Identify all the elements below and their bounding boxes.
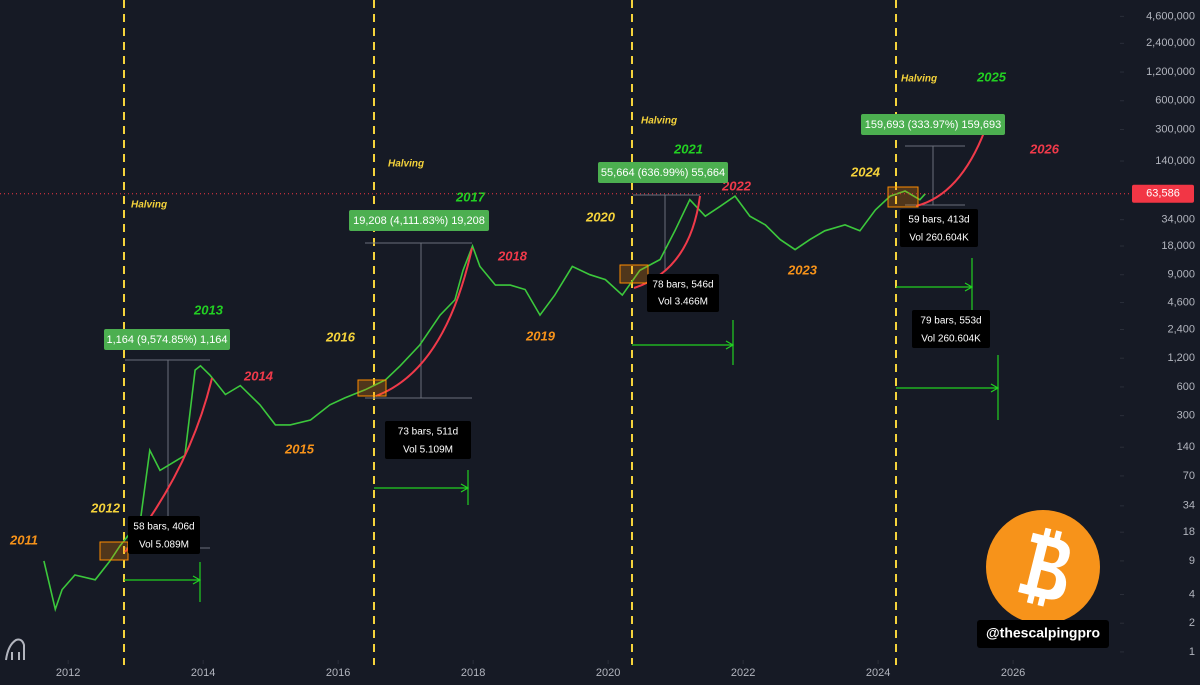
year-label: 2025 (976, 69, 1007, 84)
y-tick-label: 140 (1177, 441, 1195, 453)
y-tick-label: 1,200,000 (1146, 66, 1195, 78)
y-tick-label: 600,000 (1155, 95, 1195, 107)
y-tick-label: 9 (1189, 555, 1195, 567)
measure-label: 19,208 (4,111.83%) 19,208 (353, 215, 485, 227)
year-label: 2021 (673, 141, 703, 156)
y-tick-label: 4,600 (1167, 296, 1195, 308)
year-labels: 2011 2012 2013 2014 2015 2016 2017 2018 … (9, 69, 1060, 547)
y-tick-label: 140,000 (1155, 155, 1195, 167)
y-tick-label: 2 (1189, 617, 1195, 629)
y-tick-label: 1,200 (1167, 352, 1195, 364)
y-tick-label: 34 (1183, 500, 1195, 512)
measure-label: 55,664 (636.99%) 55,664 (601, 167, 725, 179)
halving-label: Halving (901, 74, 937, 85)
measure-label: 159,693 (333.97%) 159,693 (865, 119, 1001, 131)
halving-labels: Halving Halving Halving Halving (131, 74, 937, 211)
price-line (43, 190, 926, 613)
year-label: 2016 (325, 329, 356, 344)
handle: @thescalpingpro (986, 625, 1100, 641)
range-squares (99, 186, 919, 561)
range-vol: Vol 260.604K (921, 334, 981, 345)
x-tick-label: 2020 (596, 667, 620, 679)
year-label: 2023 (787, 262, 818, 277)
x-tick-label: 2024 (866, 667, 890, 679)
y-tick-label: 18,000 (1161, 240, 1195, 252)
year-label: 2014 (243, 368, 274, 383)
y-tick-label: 2,400,000 (1146, 37, 1195, 49)
y-tick-label: 70 (1183, 470, 1195, 482)
x-tick-label: 2022 (731, 667, 755, 679)
last-price-box (1132, 184, 1194, 203)
y-tick-label: 4 (1189, 588, 1195, 600)
range-arrows (124, 258, 1000, 602)
year-label: 2018 (497, 248, 528, 263)
range-vol: Vol 5.089M (139, 540, 189, 551)
year-label: 2012 (90, 500, 121, 515)
range-bars: 73 bars, 511d (398, 427, 458, 438)
y-tick-label: 600 (1177, 381, 1195, 393)
range-vol: Vol 5.109M (403, 445, 453, 456)
year-label: 2024 (850, 164, 881, 179)
halving-label: Halving (641, 116, 677, 127)
range-vol: Vol 3.466M (658, 297, 708, 308)
range-bars: 59 bars, 413d (908, 215, 969, 226)
y-tick-label: 34,000 (1161, 214, 1195, 226)
x-tick-label: 2016 (326, 667, 350, 679)
plot (43, 190, 926, 613)
x-tick-label: 2014 (191, 667, 215, 679)
year-label: 2015 (284, 441, 315, 456)
range-bars: 78 bars, 546d (652, 280, 713, 291)
year-label: 2020 (585, 209, 616, 224)
x-tick-label: 2012 (56, 667, 80, 679)
tv-logo (5, 638, 25, 661)
year-label: 2013 (193, 302, 224, 317)
y-tick-label: 300,000 (1155, 123, 1195, 135)
range-info: 58 bars, 406d Vol 5.089M 73 bars, 511d V… (128, 209, 990, 554)
year-label: 2022 (721, 178, 752, 193)
range-vol: Vol 260.604K (909, 233, 969, 244)
measure-label: 1,164 (9,574.85%) 1,164 (106, 334, 227, 346)
y-tick-label: 4,600,000 (1146, 10, 1195, 22)
year-label: 2017 (455, 189, 486, 204)
y-tick-label: 9,000 (1167, 269, 1195, 281)
y-tick-label: 300 (1177, 410, 1195, 422)
halving-label: Halving (131, 200, 167, 211)
year-label: 2026 (1029, 141, 1060, 156)
x-tick-label: 2026 (1001, 667, 1025, 679)
y-tick-label: 2,400 (1167, 323, 1195, 335)
last-price-label: 63,586 (1146, 188, 1180, 200)
x-tick-label: 2018 (461, 667, 485, 679)
y-tick-label: 1 (1189, 646, 1195, 658)
bitcoin-logo (986, 510, 1100, 624)
year-label: 2011 (9, 532, 38, 547)
year-label: 2019 (525, 328, 556, 343)
halving-label: Halving (388, 159, 424, 170)
handle-box (977, 620, 1109, 648)
measure-boxes: 1,164 (9,574.85%) 1,164 19,208 (4,111.83… (104, 114, 1005, 350)
y-tick-label: 18 (1183, 526, 1195, 538)
range-bars: 58 bars, 406d (133, 522, 194, 533)
range-bars: 79 bars, 553d (920, 316, 981, 327)
